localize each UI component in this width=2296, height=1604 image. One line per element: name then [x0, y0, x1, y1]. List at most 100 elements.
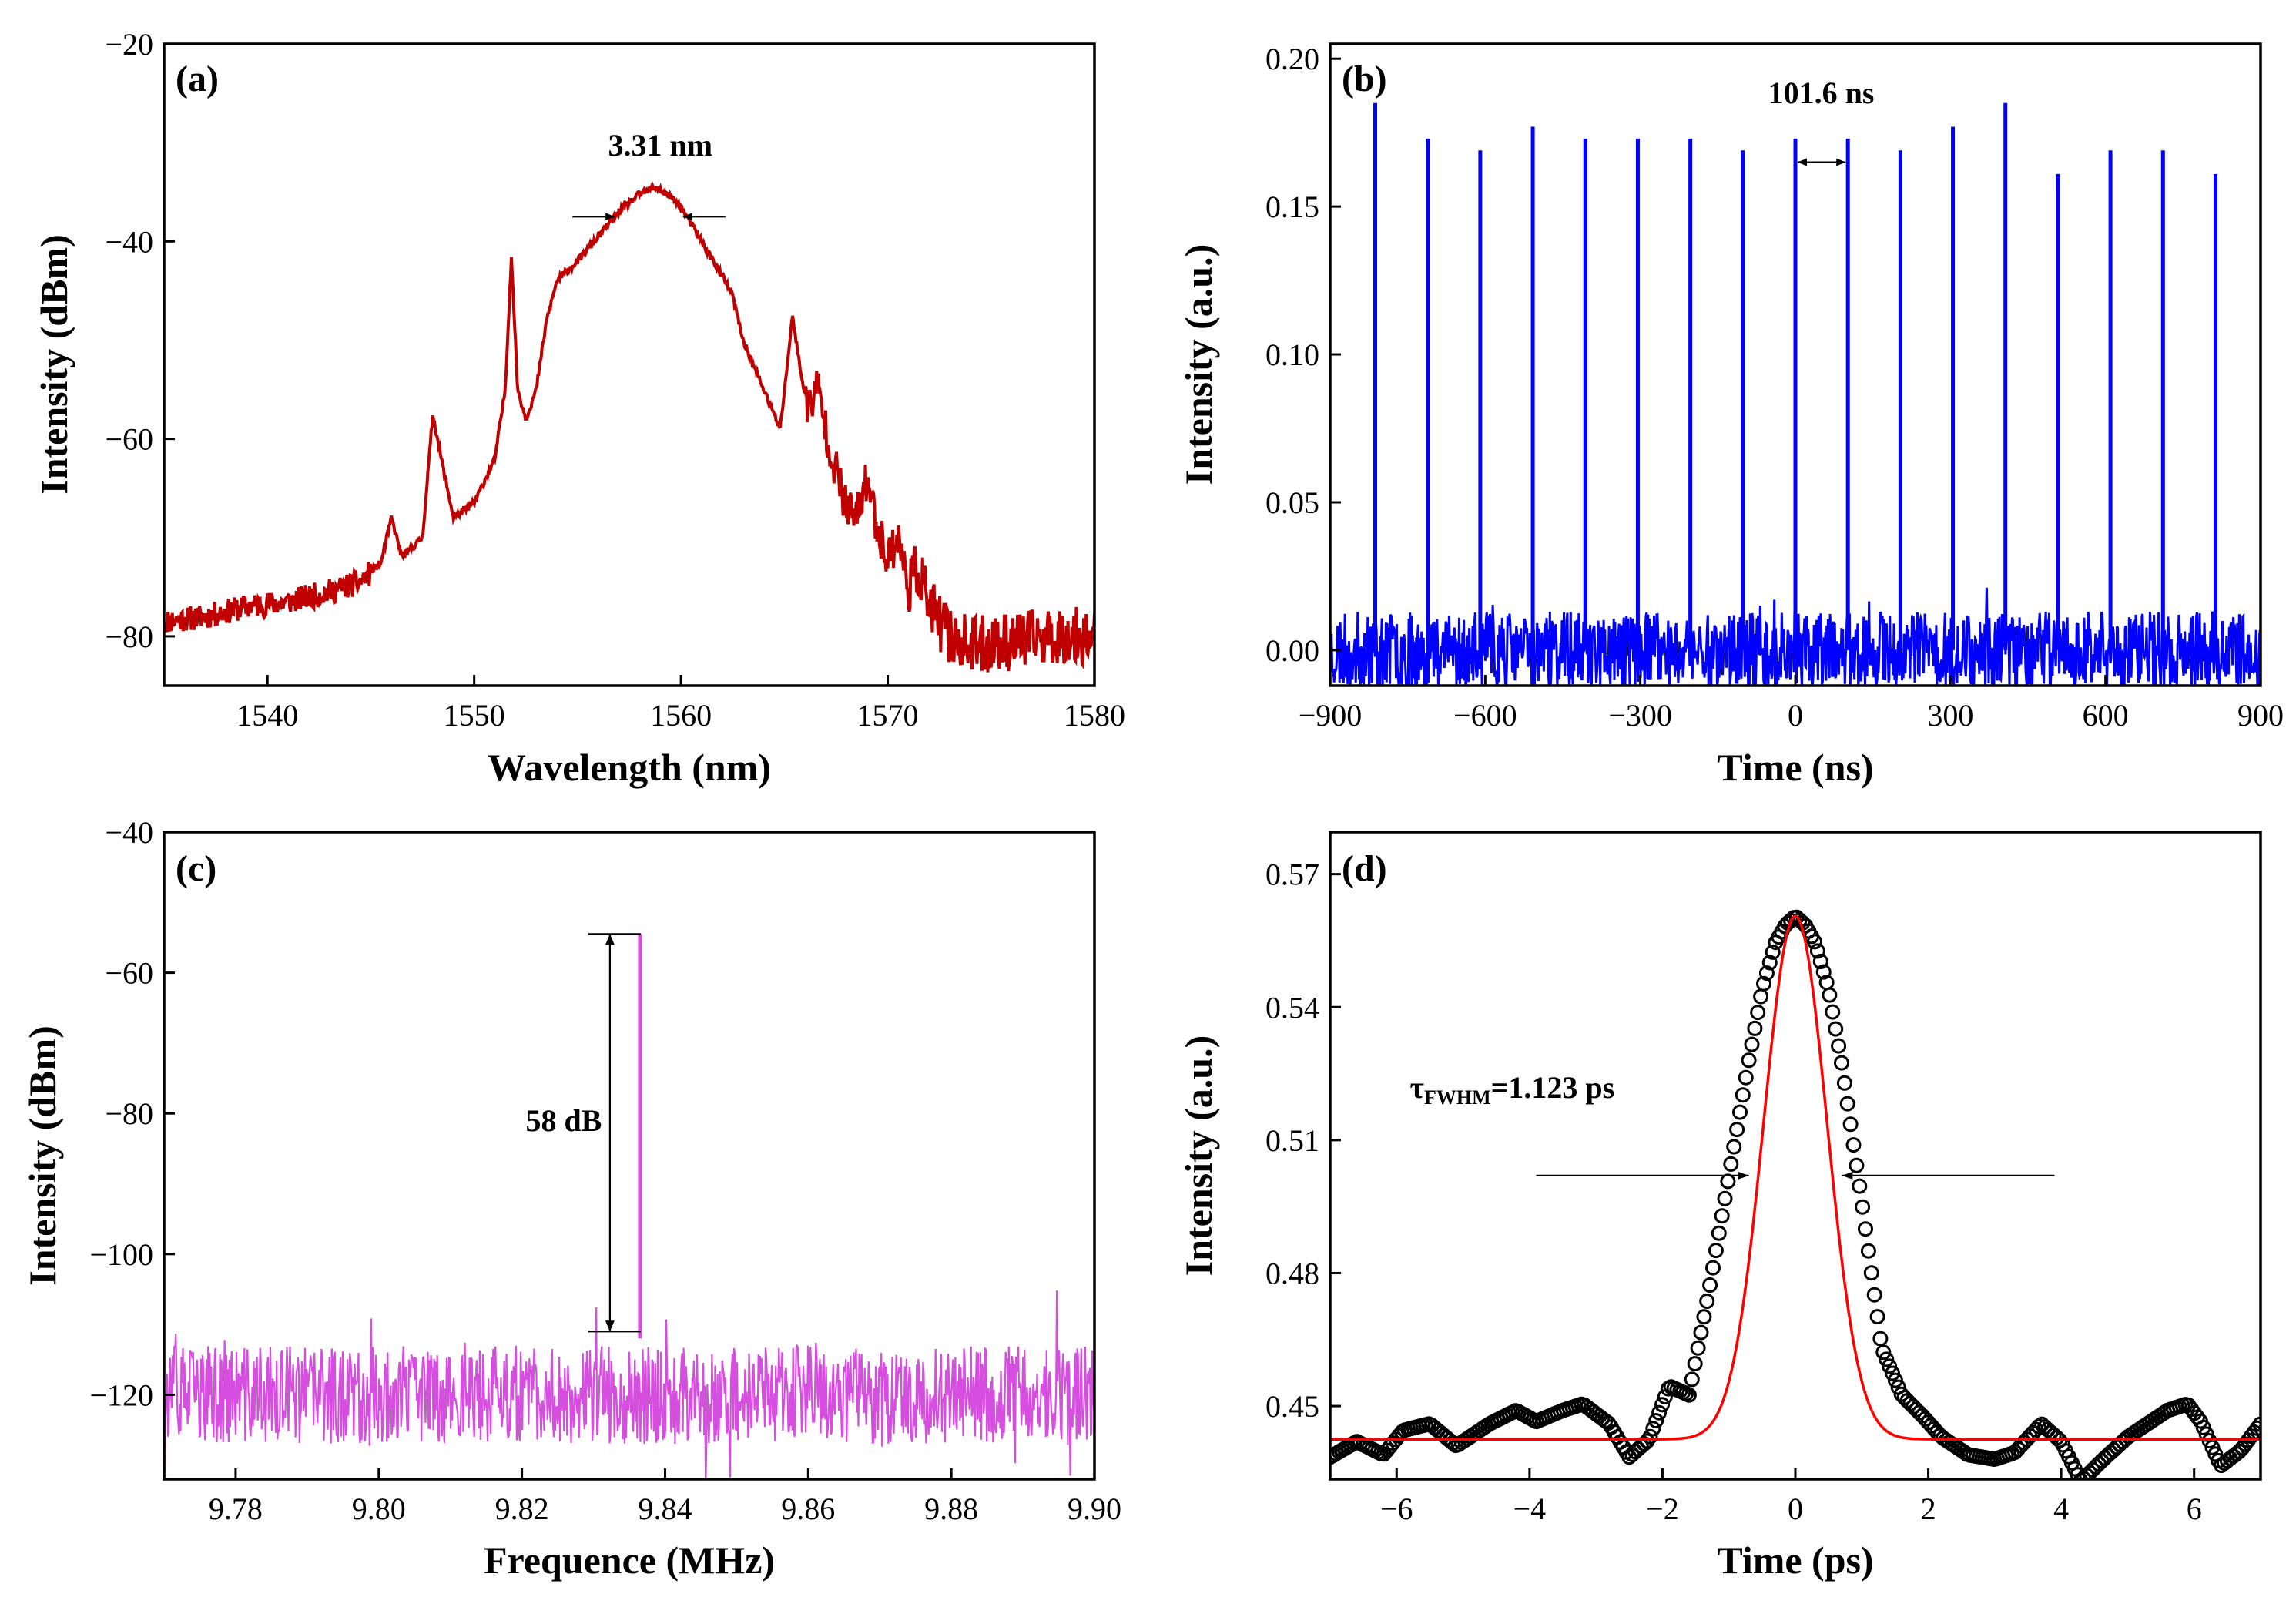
spectrum-line [164, 181, 1094, 673]
trace-point [1869, 1309, 1885, 1325]
snr-arrowhead-bottom [605, 1320, 615, 1332]
trace-point [1852, 1178, 1868, 1194]
x-tick-label: 1550 [444, 698, 505, 733]
panel-c-frame [163, 831, 1096, 1481]
x-tick-label: 4 [2053, 1492, 2069, 1526]
rf-noise-trace [164, 1290, 1094, 1479]
panel-c-label: (c) [176, 848, 216, 889]
panel-a-ylabel: Intensity (dBm) [32, 234, 75, 495]
trace-point [1822, 987, 1838, 1003]
trace-point [1741, 1052, 1757, 1069]
fwhm-arrowhead-right [1842, 1171, 1853, 1180]
trace-point [1866, 1287, 1882, 1303]
x-tick-label: 300 [1927, 698, 1973, 733]
snr-arrowhead-top [605, 934, 615, 945]
panel-c-annotation: 58 dB [525, 933, 641, 1333]
trace-point [1756, 975, 1771, 992]
trace-point [1809, 943, 1825, 959]
trace-point [1747, 1020, 1763, 1036]
panel-c-xlabel: Frequence (MHz) [484, 1539, 775, 1582]
trace-point [1831, 1038, 1847, 1054]
trace-point [1651, 1404, 1668, 1421]
trace-point [1882, 1358, 1898, 1374]
trace-point [1648, 1413, 1664, 1429]
trace-point [1753, 988, 1769, 1005]
period-label: 101.6 ns [1768, 76, 1875, 110]
trace-point [1836, 1075, 1852, 1091]
trace-point [1729, 1122, 1745, 1138]
y-tick-label: 0.54 [1265, 990, 1319, 1025]
panel-a-traces [164, 181, 1094, 673]
trace-point [1744, 1036, 1760, 1052]
panel-d-clip [1330, 909, 2261, 1479]
trace-point [1812, 954, 1828, 969]
y-tick-label: 0.10 [1265, 337, 1319, 372]
trace-point [1887, 1372, 1903, 1388]
x-tick-label: 9.78 [209, 1492, 263, 1526]
panel-a-ticks: 1540 1550 1560 1570 1580 −80 −60 −40 −20 [105, 27, 1125, 733]
y-tick-label: −80 [105, 1096, 153, 1131]
trace-point [1849, 1157, 1865, 1173]
trace-point [1735, 1087, 1751, 1103]
y-tick-label: 0.57 [1265, 857, 1319, 892]
panel-d-annotation: τFWHM=1.123 ps [1410, 1070, 2055, 1180]
panel-d-xlabel: Time (ps) [1717, 1539, 1873, 1582]
fwhm-label: 3.31 nm [608, 128, 712, 163]
period-arrowhead-right [1836, 158, 1846, 166]
x-tick-label: 9.84 [638, 1492, 692, 1526]
x-tick-label: −2 [1646, 1492, 1679, 1526]
panel-d-ticks: −6 −4 −2 0 2 4 6 0.45 0.48 0.51 0.54 0.57 [1265, 857, 2202, 1526]
x-tick-label: 600 [2083, 698, 2129, 733]
trace-point [1642, 1428, 1658, 1445]
panel-c-ylabel: Intensity (dBm) [21, 1025, 64, 1286]
panel-b-annotation: 101.6 ns [1768, 76, 1875, 166]
trace-point [1693, 1324, 1709, 1341]
trace-point [1860, 1243, 1876, 1259]
y-tick-label: −40 [105, 815, 153, 850]
trace-point [1765, 944, 1781, 960]
trace-point [1711, 1225, 1727, 1241]
trace-point [1879, 1351, 1895, 1367]
fwhm-arrowhead-right [682, 213, 692, 221]
trace-point [1858, 1221, 1873, 1237]
panel-d-traces [1330, 909, 2261, 1479]
panel-b-ylabel: Intensity (a.u.) [1177, 244, 1220, 485]
x-tick-label: −600 [1453, 698, 1517, 733]
y-tick-label: −60 [105, 422, 153, 457]
trace-point [1696, 1309, 1712, 1325]
y-tick-label: −120 [89, 1377, 153, 1412]
panel-b-ticks: −900 −600 −300 0 300 600 900 0.00 0.05 0.10 0.15 0.… [1265, 42, 2284, 733]
fwhm-label: τFWHM=1.123 ps [1410, 1070, 1615, 1109]
x-tick-label: 0 [1788, 1492, 1803, 1526]
panel-b-label: (b) [1342, 59, 1387, 99]
fwhm-label-symbol: τ [1410, 1070, 1424, 1105]
trace-point [1855, 1199, 1871, 1215]
period-arrowhead-left [1798, 158, 1807, 166]
y-tick-label: 0.20 [1265, 42, 1319, 76]
panel-a-annotation: 3.31 nm [572, 128, 726, 221]
x-tick-label: −300 [1608, 698, 1672, 733]
x-tick-label: 1580 [1064, 698, 1125, 733]
x-tick-label: 9.90 [1068, 1492, 1121, 1526]
x-tick-label: 6 [2187, 1492, 2202, 1526]
noise-trace [1330, 587, 2261, 686]
fwhm-label-value: =1.123 ps [1491, 1070, 1615, 1105]
trace-point [1885, 1365, 1900, 1381]
panel-d: −6 −4 −2 0 2 4 6 0.45 0.48 0.51 0.54 0.57 τFWHM=1.1… [1177, 831, 2262, 1582]
x-tick-label: 9.88 [924, 1492, 978, 1526]
x-tick-label: 900 [2237, 698, 2284, 733]
trace-point [1839, 1096, 1855, 1112]
trace-point [1690, 1340, 1706, 1356]
y-tick-label: −100 [89, 1237, 153, 1272]
trace-point [1717, 1190, 1733, 1206]
trace-point [2249, 1420, 2261, 1436]
y-tick-label: 0.15 [1265, 190, 1319, 224]
trace-point [1699, 1294, 1715, 1309]
trace-point [1758, 965, 1775, 982]
trace-point [1702, 1277, 1718, 1293]
panel-c-ticks: 9.78 9.80 9.82 9.84 9.86 9.88 9.90 −120 −100 −80 −… [89, 815, 1121, 1526]
trace-point [1815, 964, 1832, 980]
trace-point [1720, 1173, 1736, 1190]
panel-d-label: (d) [1342, 848, 1387, 889]
